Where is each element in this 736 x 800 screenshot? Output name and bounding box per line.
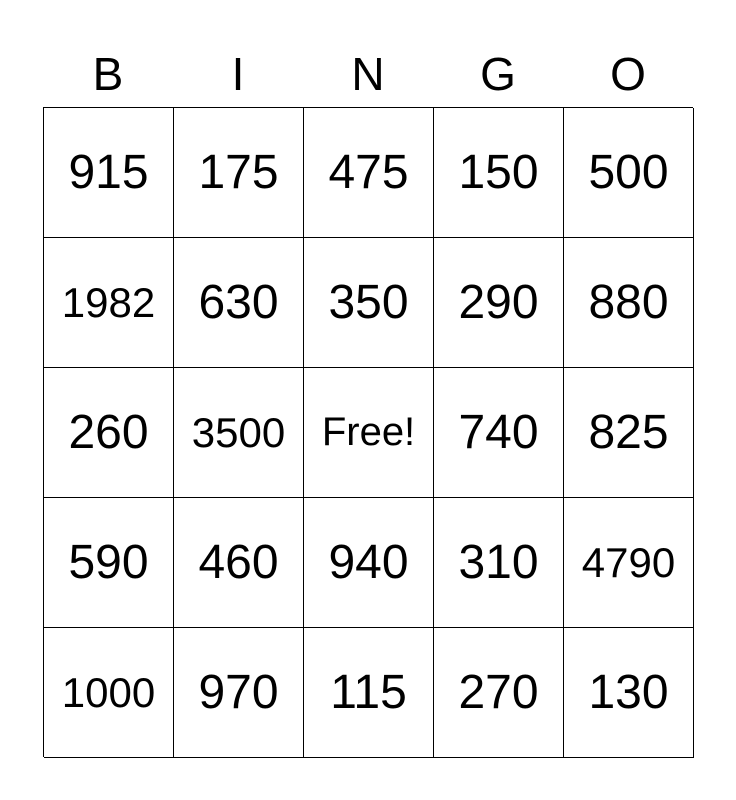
bingo-cell[interactable]: 590 [44,498,174,628]
header-letter-g: G [480,48,516,100]
bingo-cell[interactable]: 310 [434,498,564,628]
bingo-cell[interactable]: 260 [44,368,174,498]
header-letter-n: N [351,48,385,100]
bingo-cell[interactable]: 150 [434,108,564,238]
bingo-cell[interactable]: 175 [174,108,304,238]
bingo-cell[interactable]: 825 [564,368,694,498]
bingo-cell[interactable]: 4790 [564,498,694,628]
bingo-cell[interactable]: 270 [434,628,564,758]
bingo-card: 915 175 475 150 500 1982 630 350 290 880 260 3500 Fr… [43,107,694,758]
bingo-cell[interactable]: 880 [564,238,694,368]
bingo-cell[interactable]: 350 [304,238,434,368]
bingo-cell[interactable]: 1982 [44,238,174,368]
bingo-cell[interactable]: 3500 [174,368,304,498]
header-letter-o: O [610,48,646,100]
bingo-cell[interactable]: 475 [304,108,434,238]
bingo-cell[interactable]: 630 [174,238,304,368]
bingo-cell[interactable]: 460 [174,498,304,628]
free-space-cell[interactable]: Free! [304,368,434,498]
bingo-cell[interactable]: 740 [434,368,564,498]
header-letter-b: B [92,48,124,100]
bingo-cell[interactable]: 915 [44,108,174,238]
bingo-cell[interactable]: 1000 [44,628,174,758]
bingo-cell[interactable]: 500 [564,108,694,238]
bingo-cell[interactable]: 290 [434,238,564,368]
bingo-cell[interactable]: 970 [174,628,304,758]
bingo-cell[interactable]: 940 [304,498,434,628]
bingo-cell[interactable]: 115 [304,628,434,758]
header-letter-i: I [231,48,245,100]
bingo-cell[interactable]: 130 [564,628,694,758]
